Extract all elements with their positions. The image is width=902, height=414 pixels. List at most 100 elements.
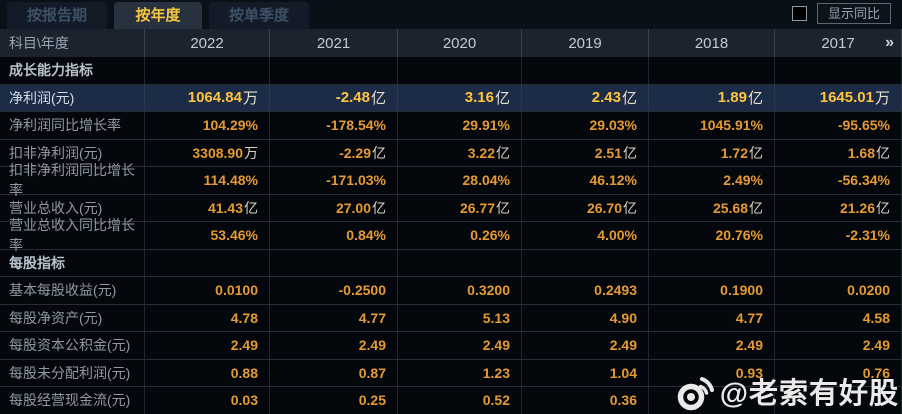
value-number: 0.52 bbox=[482, 392, 510, 409]
value-cell: 53.46% bbox=[145, 222, 270, 249]
value-cell: 0.2493 bbox=[522, 277, 649, 304]
value-cell: 2.49 bbox=[145, 332, 270, 359]
value-cell: 2.49 bbox=[649, 332, 775, 359]
value-cell: 0.0100 bbox=[145, 277, 270, 304]
table-row[interactable]: 扣非净利润(元) 3308.90 万 -2.29 亿 3.22 亿 2.51 亿 1.72 亿 1.6… bbox=[0, 139, 902, 167]
year-header-2017: 2017 » bbox=[775, 29, 902, 57]
show-yoy-label[interactable]: 显示同比 bbox=[816, 3, 891, 24]
value-cell bbox=[398, 249, 522, 276]
value-unit: 亿 bbox=[623, 144, 637, 161]
tab-by-year[interactable]: 按年度 bbox=[114, 2, 202, 29]
value-cell: 2.49 bbox=[522, 332, 649, 359]
tab-by-report-period[interactable]: 按报告期 bbox=[7, 2, 107, 29]
table-row[interactable]: 营业总收入(元) 41.43 亿 27.00 亿 26.77 亿 26.70 亿 25.68 亿 21… bbox=[0, 194, 902, 222]
value-unit: 亿 bbox=[749, 144, 763, 161]
value-cell: 2.51 亿 bbox=[522, 139, 649, 166]
value-unit: 万 bbox=[874, 90, 890, 108]
table-row[interactable]: 每股经营现金流(元) 0.03 0.25 0.52 0.36 bbox=[0, 387, 902, 414]
table-row[interactable]: 营业总收入同比增长率 53.46% 0.84% 0.26% 4.00% 20.76% -2.… bbox=[0, 217, 902, 253]
value-cell: 28.04% bbox=[398, 167, 522, 194]
value-number: 21.26 bbox=[839, 199, 875, 216]
year-header-2018: 2018 bbox=[649, 29, 775, 57]
value-cell: 0.0200 bbox=[775, 277, 902, 304]
table-row[interactable]: 净利润(元) 1064.84 万 -2.48 亿 3.16 亿 2.43 亿 1.89 亿 1645.… bbox=[0, 84, 902, 112]
value-cell: 0.88 bbox=[145, 359, 270, 386]
table-row[interactable]: 每股未分配利润(元) 0.88 0.87 1.23 1.04 0.93 0.76 bbox=[0, 359, 902, 387]
value-cell: -95.65% bbox=[775, 112, 902, 139]
value-number: 0.76 bbox=[862, 364, 890, 381]
year-header-2022: 2022 bbox=[145, 29, 270, 57]
value-number: 1.04 bbox=[609, 364, 637, 381]
value-cell: 26.70 亿 bbox=[522, 194, 649, 221]
value-cell bbox=[649, 387, 775, 414]
value-number: 0.36 bbox=[609, 392, 637, 409]
value-cell: 0.52 bbox=[398, 387, 522, 414]
value-number: 53.46% bbox=[210, 227, 258, 244]
value-number: 2.51 bbox=[594, 144, 622, 161]
value-cell: 2.49% bbox=[649, 167, 775, 194]
value-number: 29.91% bbox=[462, 117, 510, 134]
value-number: 25.68 bbox=[712, 199, 748, 216]
value-number: 104.29% bbox=[202, 117, 258, 134]
value-cell bbox=[522, 57, 649, 84]
value-unit: 亿 bbox=[621, 90, 637, 108]
value-number: 2.49 bbox=[358, 337, 386, 354]
value-cell: 1.04 bbox=[522, 359, 649, 386]
row-label: 营业总收入(元) bbox=[0, 194, 145, 221]
value-number: 1645.01 bbox=[819, 89, 874, 107]
more-years-icon[interactable]: » bbox=[885, 34, 894, 51]
value-number: 2.49 bbox=[609, 337, 637, 354]
value-number: 4.78 bbox=[230, 309, 258, 326]
value-number: 3308.90 bbox=[192, 144, 243, 161]
value-cell: 1.23 bbox=[398, 359, 522, 386]
value-number: 0.25 bbox=[358, 392, 386, 409]
table-row[interactable]: 基本每股收益(元) 0.0100 -0.2500 0.3200 0.2493 0.1900… bbox=[0, 277, 902, 305]
table-header-row: 科目\年度 2022 2021 2020 2019 2018 2017 » bbox=[0, 29, 902, 57]
value-number: 1.68 bbox=[847, 144, 875, 161]
table-row[interactable]: 净利润同比增长率 104.29% -178.54% 29.91% 29.03% 1045.… bbox=[0, 112, 902, 140]
value-unit: 亿 bbox=[496, 199, 510, 216]
value-number: 2.49% bbox=[723, 172, 763, 189]
value-cell: 46.12% bbox=[522, 167, 649, 194]
value-cell bbox=[522, 249, 649, 276]
period-tabbar: 按报告期 按年度 按单季度 显示同比 bbox=[0, 0, 902, 29]
row-label: 净利润(元) bbox=[0, 84, 145, 111]
value-cell: 0.93 bbox=[649, 359, 775, 386]
value-number: 0.26% bbox=[470, 227, 510, 244]
value-unit: 亿 bbox=[496, 144, 510, 161]
value-unit: 亿 bbox=[370, 90, 386, 108]
value-number: 2.49 bbox=[482, 337, 510, 354]
value-cell: -0.2500 bbox=[270, 277, 398, 304]
value-cell: 0.84% bbox=[270, 222, 398, 249]
value-number: 4.00% bbox=[597, 227, 637, 244]
row-label: 净利润同比增长率 bbox=[0, 112, 145, 139]
table-row[interactable]: 扣非净利润同比增长率 114.48% -171.03% 28.04% 46.12% 2.4… bbox=[0, 162, 902, 198]
table-row[interactable]: 每股净资产(元) 4.78 4.77 5.13 4.90 4.77 4.58 bbox=[0, 304, 902, 332]
value-number: 114.48% bbox=[203, 172, 259, 189]
value-cell: 0.25 bbox=[270, 387, 398, 414]
value-number: 46.12% bbox=[589, 172, 637, 189]
value-cell: 0.1900 bbox=[649, 277, 775, 304]
value-cell: 3308.90 万 bbox=[145, 139, 270, 166]
value-cell: 4.77 bbox=[270, 304, 398, 331]
value-number: 4.90 bbox=[609, 309, 637, 326]
value-number: 26.70 bbox=[586, 199, 622, 216]
table-row[interactable]: 每股资本公积金(元) 2.49 2.49 2.49 2.49 2.49 2.49 bbox=[0, 332, 902, 360]
show-yoy-checkbox[interactable] bbox=[791, 6, 807, 21]
value-cell: 4.00% bbox=[522, 222, 649, 249]
value-number: 29.03% bbox=[589, 117, 637, 134]
value-cell: 29.03% bbox=[522, 112, 649, 139]
value-cell: -2.48 亿 bbox=[270, 84, 398, 111]
value-number: -178.54% bbox=[326, 117, 386, 134]
tab-by-quarter[interactable]: 按单季度 bbox=[209, 2, 309, 29]
value-cell: 0.36 bbox=[522, 387, 649, 414]
value-cell: 4.90 bbox=[522, 304, 649, 331]
value-unit: 亿 bbox=[747, 90, 763, 108]
corner-header: 科目\年度 bbox=[0, 29, 145, 57]
value-number: 1064.84 bbox=[187, 89, 242, 107]
value-cell: -171.03% bbox=[270, 167, 398, 194]
year-header-2021: 2021 bbox=[270, 29, 398, 57]
value-cell bbox=[775, 57, 902, 84]
value-number: 20.76% bbox=[715, 227, 763, 244]
